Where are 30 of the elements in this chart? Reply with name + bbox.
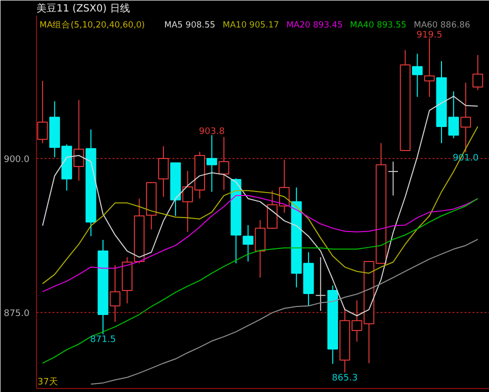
line-series xyxy=(90,238,478,385)
chart-title: 美豆11 (ZSX0) 日线 xyxy=(36,2,130,14)
candlestick xyxy=(315,256,326,312)
text: MA10 905.17 xyxy=(222,20,280,30)
y-tick-label: 875.0 xyxy=(4,309,30,320)
candlestick xyxy=(158,146,169,198)
candlestick xyxy=(242,224,254,262)
text: MA20 893.45 xyxy=(286,20,343,30)
line-series xyxy=(42,126,478,284)
annotation: 919.5 xyxy=(416,30,442,40)
annotation: 903.8 xyxy=(198,127,225,138)
annotation: 871.5 xyxy=(90,335,116,346)
candlestick xyxy=(472,54,484,91)
candlestick xyxy=(412,53,423,98)
text: MA60 886.86 xyxy=(414,20,470,30)
text: MA40 893.55 xyxy=(350,20,406,30)
annotation: 37天 xyxy=(38,376,58,388)
candlestick xyxy=(424,38,435,98)
candlestick xyxy=(110,264,120,322)
candlestick xyxy=(388,161,398,196)
candlestick xyxy=(206,134,218,192)
text: MA5 908.55 xyxy=(164,20,216,30)
line-series xyxy=(42,198,478,364)
candlestick xyxy=(460,82,472,153)
y-tick-label: 900.0 xyxy=(4,155,30,166)
annotation: 865.3 xyxy=(332,373,358,384)
line-series xyxy=(42,96,478,316)
candlestick xyxy=(218,136,230,190)
candlestick xyxy=(73,99,84,182)
legend-title: MA组合(5,10,20,40,60,0) xyxy=(40,20,145,30)
